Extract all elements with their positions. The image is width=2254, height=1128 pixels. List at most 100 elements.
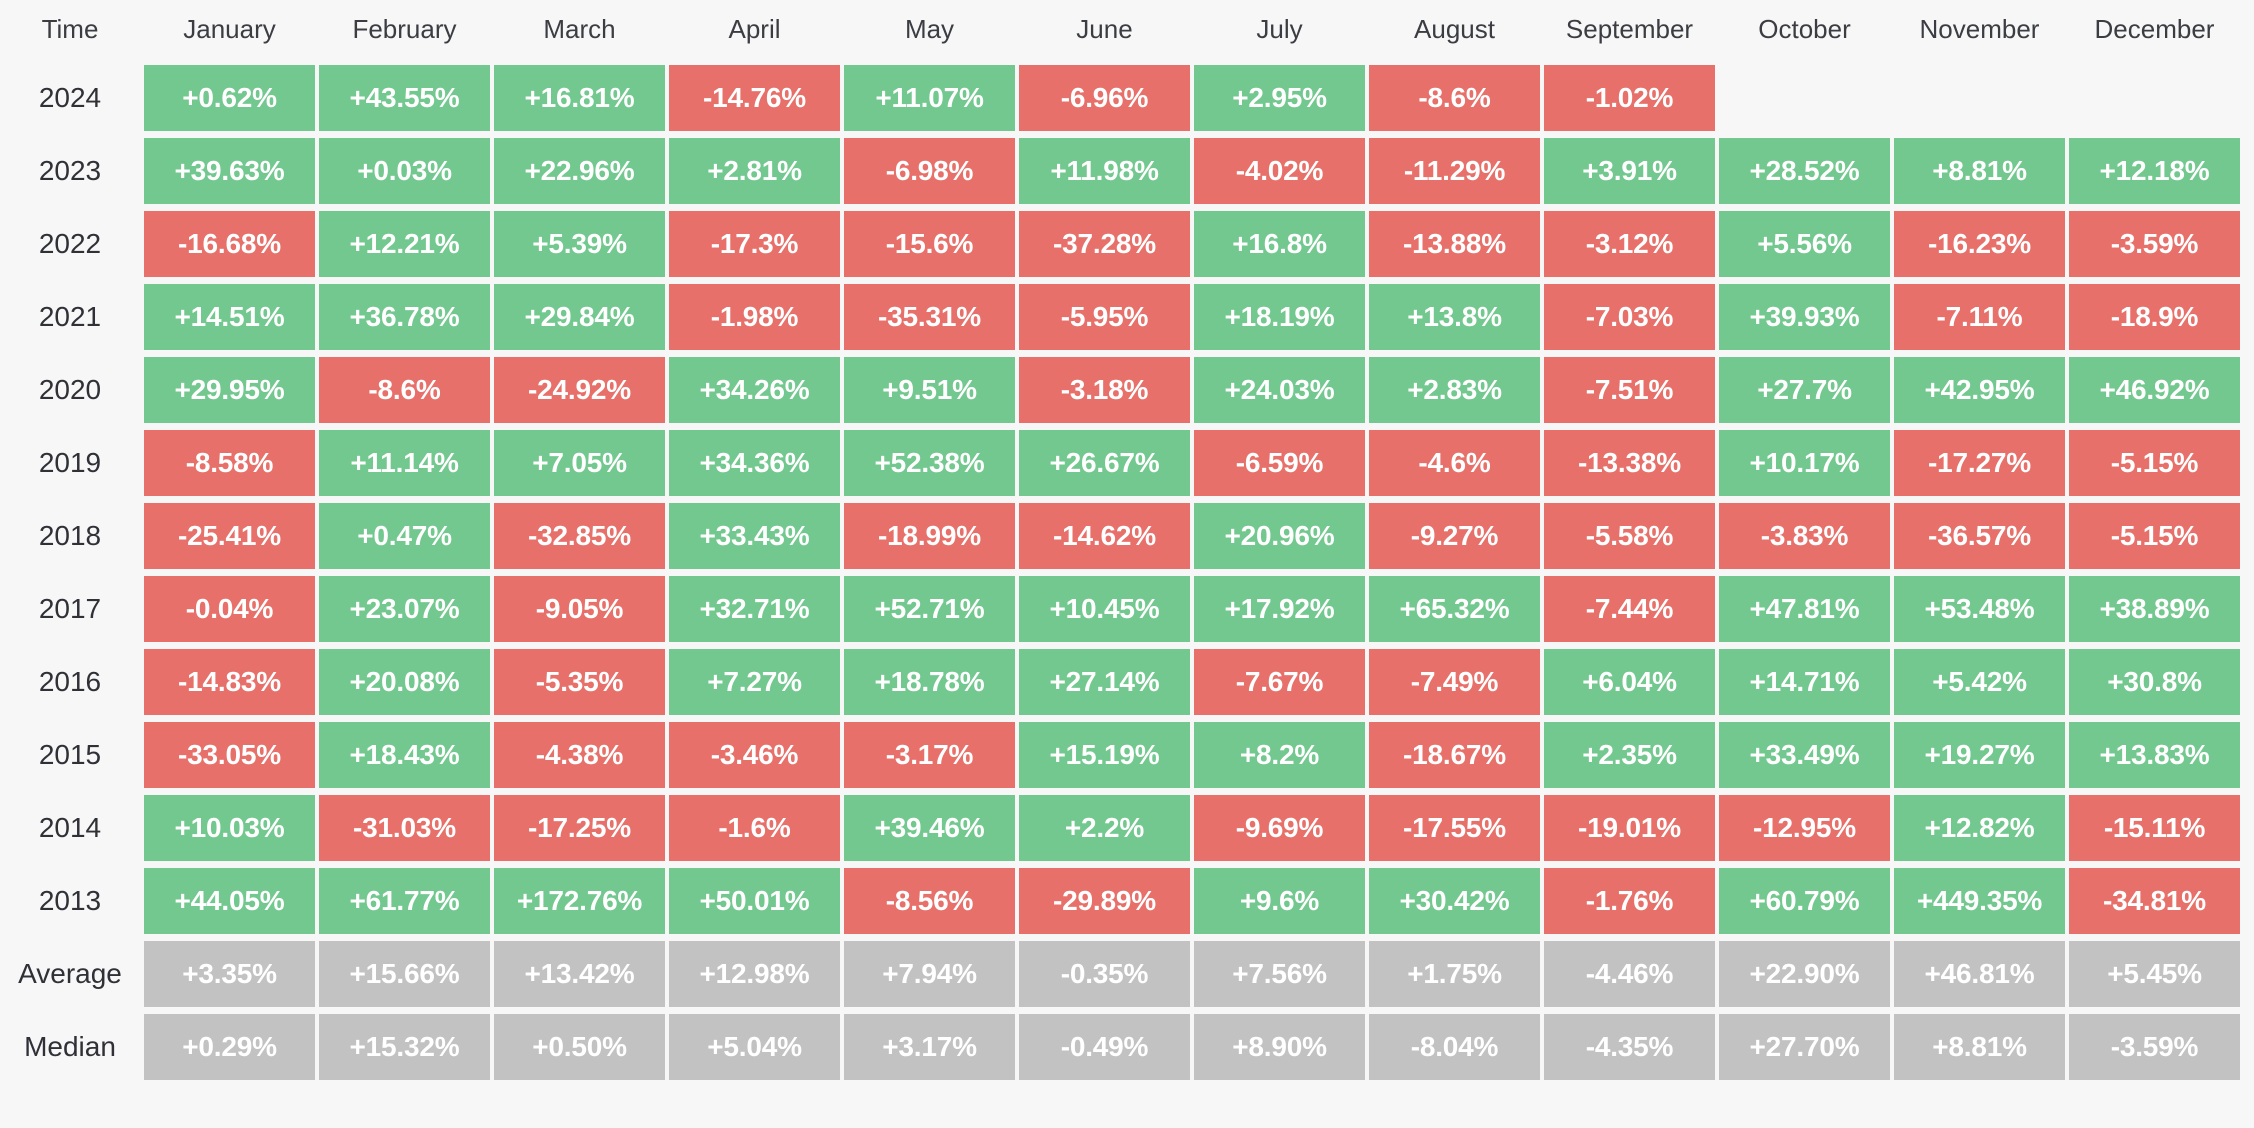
year-row-label: 2013 — [38, 885, 102, 916]
month-header: June — [1076, 13, 1133, 44]
return-cell: +20.08% — [319, 649, 490, 715]
return-cell: +65.32% — [1369, 576, 1540, 642]
year-row-label: 2020 — [38, 374, 102, 405]
return-cell: +32.71% — [669, 576, 840, 642]
return-cell: +20.96% — [1194, 503, 1365, 569]
return-cell: +43.55% — [319, 65, 490, 131]
return-cell: +23.07% — [319, 576, 490, 642]
return-cell: -5.15% — [2069, 503, 2240, 569]
month-header: December — [2094, 13, 2215, 44]
month-header: July — [1256, 13, 1303, 44]
return-cell: +8.81% — [1894, 138, 2065, 204]
return-cell: +2.83% — [1369, 357, 1540, 423]
return-cell: +17.92% — [1194, 576, 1365, 642]
return-cell: -12.95% — [1719, 795, 1890, 861]
return-cell: +0.29% — [144, 1014, 315, 1080]
return-cell: +2.95% — [1194, 65, 1365, 131]
return-cell: +33.49% — [1719, 722, 1890, 788]
return-cell: -11.29% — [1369, 138, 1540, 204]
return-cell: -5.35% — [494, 649, 665, 715]
return-cell: +9.6% — [1194, 868, 1365, 934]
return-cell: -36.57% — [1894, 503, 2065, 569]
month-header: November — [1919, 13, 2040, 44]
return-cell: +15.32% — [319, 1014, 490, 1080]
return-cell: -6.98% — [844, 138, 1015, 204]
return-cell: -14.62% — [1019, 503, 1190, 569]
return-cell: -0.35% — [1019, 941, 1190, 1007]
return-cell: +7.94% — [844, 941, 1015, 1007]
return-cell: -5.95% — [1019, 284, 1190, 350]
return-cell: -16.23% — [1894, 211, 2065, 277]
return-cell: +6.04% — [1544, 649, 1715, 715]
return-cell: -8.04% — [1369, 1014, 1540, 1080]
year-row-label: 2019 — [38, 447, 102, 478]
return-cell: +50.01% — [669, 868, 840, 934]
return-cell: +53.48% — [1894, 576, 2065, 642]
return-cell: -7.03% — [1544, 284, 1715, 350]
year-row-label: 2021 — [38, 301, 102, 332]
empty-cell — [1894, 65, 2065, 131]
return-cell: -24.92% — [494, 357, 665, 423]
return-cell: -31.03% — [319, 795, 490, 861]
return-cell: +14.71% — [1719, 649, 1890, 715]
return-cell: -3.18% — [1019, 357, 1190, 423]
month-header: February — [352, 13, 457, 44]
return-cell: -4.46% — [1544, 941, 1715, 1007]
return-cell: +26.67% — [1019, 430, 1190, 496]
return-cell: -1.6% — [669, 795, 840, 861]
return-cell: -3.46% — [669, 722, 840, 788]
return-cell: +12.82% — [1894, 795, 2065, 861]
return-cell: +7.05% — [494, 430, 665, 496]
month-header: January — [183, 13, 276, 44]
return-cell: +18.19% — [1194, 284, 1365, 350]
month-header: March — [543, 13, 616, 44]
return-cell: +15.19% — [1019, 722, 1190, 788]
return-cell: +449.35% — [1894, 868, 2065, 934]
return-cell: -17.25% — [494, 795, 665, 861]
return-cell: +7.56% — [1194, 941, 1365, 1007]
month-header: September — [1565, 13, 1694, 44]
return-cell: -6.59% — [1194, 430, 1365, 496]
return-cell: +0.62% — [144, 65, 315, 131]
return-cell: +46.81% — [1894, 941, 2065, 1007]
year-row-label: 2015 — [38, 739, 102, 770]
return-cell: -3.12% — [1544, 211, 1715, 277]
return-cell: -3.83% — [1719, 503, 1890, 569]
return-cell: -29.89% — [1019, 868, 1190, 934]
return-cell: -3.59% — [2069, 211, 2240, 277]
return-cell: +18.78% — [844, 649, 1015, 715]
return-cell: -5.15% — [2069, 430, 2240, 496]
return-cell: +14.51% — [144, 284, 315, 350]
return-cell: +34.36% — [669, 430, 840, 496]
return-cell: +8.2% — [1194, 722, 1365, 788]
return-cell: +60.79% — [1719, 868, 1890, 934]
year-row-label: 2022 — [38, 228, 102, 259]
return-cell: -25.41% — [144, 503, 315, 569]
return-cell: +19.27% — [1894, 722, 2065, 788]
return-cell: -15.6% — [844, 211, 1015, 277]
year-row-label: 2016 — [38, 666, 102, 697]
return-cell: -17.55% — [1369, 795, 1540, 861]
return-cell: -16.68% — [144, 211, 315, 277]
return-cell: -7.49% — [1369, 649, 1540, 715]
return-cell: +13.83% — [2069, 722, 2240, 788]
return-cell: +7.27% — [669, 649, 840, 715]
return-cell: +3.35% — [144, 941, 315, 1007]
return-cell: -0.04% — [144, 576, 315, 642]
return-cell: +22.96% — [494, 138, 665, 204]
return-cell: -7.67% — [1194, 649, 1365, 715]
month-header: April — [728, 13, 781, 44]
return-cell: -8.6% — [319, 357, 490, 423]
return-cell: -4.02% — [1194, 138, 1365, 204]
return-cell: +3.91% — [1544, 138, 1715, 204]
return-cell: -35.31% — [844, 284, 1015, 350]
return-cell: -9.05% — [494, 576, 665, 642]
return-cell: -19.01% — [1544, 795, 1715, 861]
return-cell: +52.71% — [844, 576, 1015, 642]
return-cell: +42.95% — [1894, 357, 2065, 423]
summary-row-label: Median — [24, 1031, 116, 1062]
return-cell: +39.46% — [844, 795, 1015, 861]
return-cell: -14.83% — [144, 649, 315, 715]
return-cell: -8.56% — [844, 868, 1015, 934]
